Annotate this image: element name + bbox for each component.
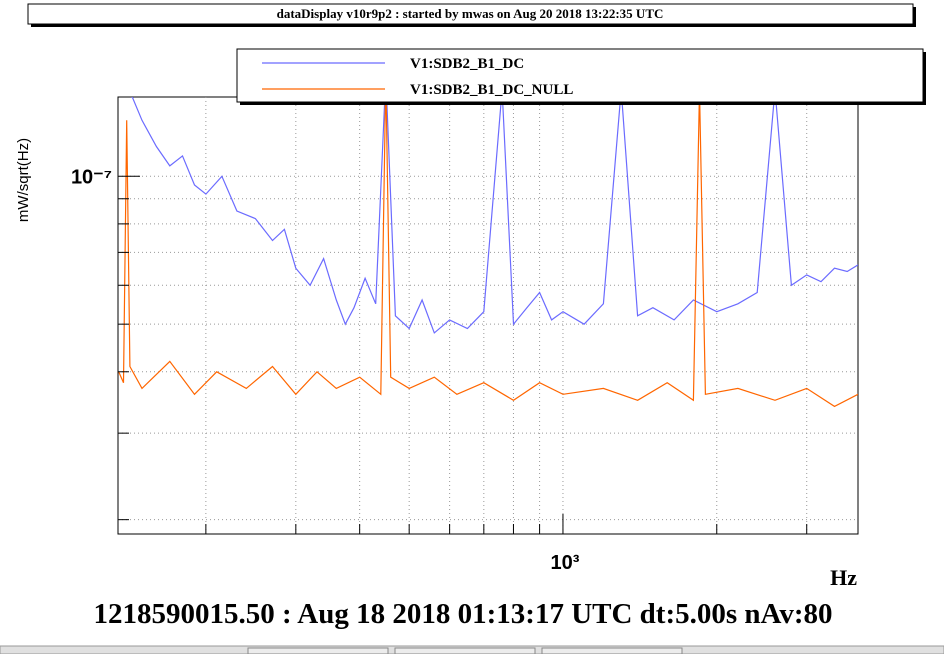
series-line xyxy=(131,97,858,334)
legend-label: V1:SDB2_B1_DC xyxy=(410,56,524,72)
x-axis-label: Hz xyxy=(830,565,857,590)
title-box xyxy=(27,3,914,25)
button[interactable] xyxy=(247,647,389,654)
button[interactable] xyxy=(394,647,536,654)
x-tick-label: 10³ xyxy=(551,552,580,574)
footer: 1218590015.50 : Aug 18 2018 01:13:17 UTC… xyxy=(94,598,833,630)
y-tick-label: 10⁻⁷ xyxy=(71,166,112,188)
series-line xyxy=(118,97,858,408)
legend xyxy=(236,48,924,103)
legend-label: V1:SDB2_B1_DC_NULL xyxy=(410,82,573,98)
title: dataDisplay v10r9p2 : started by mwas on… xyxy=(277,6,664,21)
plot-frame xyxy=(117,96,859,535)
y-axis-label: mW/sqrt(Hz) xyxy=(15,138,32,222)
button[interactable] xyxy=(541,647,683,654)
